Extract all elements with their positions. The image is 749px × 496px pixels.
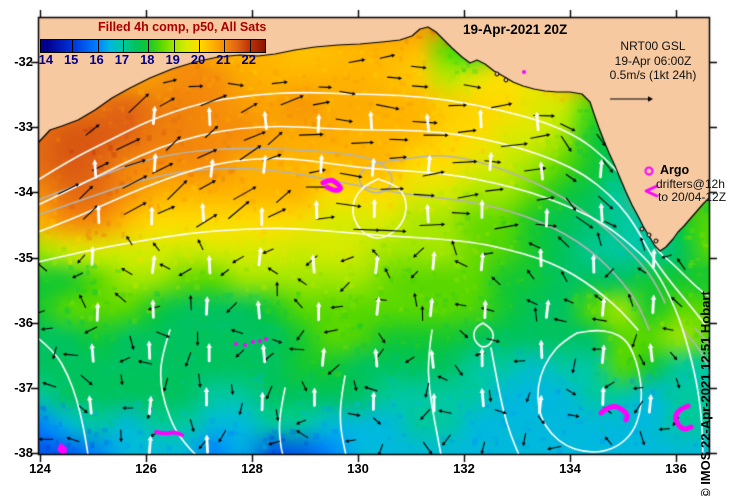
colorbar-tick	[148, 40, 150, 52]
colorbar-legend-title: Filled 4h comp, p50, All Sats	[98, 20, 267, 34]
x-axis-tick-label: 130	[347, 461, 369, 476]
model-name: NRT00 GSL	[620, 39, 686, 53]
y-axis-tick-label: -33	[14, 119, 33, 134]
colorbar-tick-label: 16	[89, 52, 104, 67]
colorbar-tick-label: 15	[63, 52, 79, 67]
colorbar-tick	[224, 40, 226, 52]
x-axis-tick-label: 124	[29, 461, 51, 476]
model-info-block: NRT00 GSL 19-Apr 06:00Z 0.5m/s (1kt 24h)	[585, 39, 721, 83]
colorbar-tick	[199, 40, 200, 52]
y-axis-tick-label: -38	[14, 445, 33, 460]
colorbar-tick-label: 20	[190, 52, 206, 67]
colorbar-tick	[249, 40, 251, 52]
colorbar-tick-label: 14	[38, 52, 54, 67]
x-axis-tick-label: 128	[241, 461, 263, 476]
y-axis-tick-label: -32	[14, 54, 33, 69]
argo-legend-line3: to 20/04-12Z	[658, 190, 727, 204]
x-axis-tick-label: 136	[665, 461, 687, 476]
y-axis-tick-label: -37	[14, 380, 33, 395]
colorbar-tick-label: 18	[140, 52, 155, 67]
colorbar-tick	[72, 40, 74, 52]
x-axis-tick-label: 126	[135, 461, 157, 476]
colorbar-tick-label: 19	[165, 52, 180, 67]
y-axis-tick-label: -36	[14, 315, 33, 330]
x-axis-tick-label: 132	[453, 461, 475, 476]
colorbar-tick	[173, 40, 175, 52]
y-axis-tick-label: -35	[14, 250, 33, 265]
colorbar-tick	[97, 40, 99, 52]
argo-legend-line2: drifters@12h	[656, 177, 725, 191]
x-axis-tick-label: 134	[559, 461, 581, 476]
colorbar-tick-label: 21	[216, 52, 231, 67]
colorbar	[40, 39, 266, 53]
colorbar-tick	[122, 40, 124, 52]
imos-credit-text: © IMOS 22-Apr-2021 12:51 Hobart	[698, 291, 713, 496]
map-datetime-title: 19-Apr-2021 20Z	[463, 22, 568, 37]
y-axis-tick-label: -34	[14, 184, 33, 199]
imos-credit-vertical: © IMOS 22-Apr-2021 12:51 Hobart	[698, 291, 749, 496]
model-datetime: 19-Apr 06:00Z	[614, 53, 692, 68]
argo-legend-label: Argo	[660, 163, 690, 177]
colorbar-tick-label: 17	[114, 52, 130, 67]
vector-scale-label: 0.5m/s (1kt 24h)	[609, 68, 697, 82]
colorbar-tick	[46, 40, 48, 52]
colorbar-tick-label: 22	[241, 52, 256, 67]
